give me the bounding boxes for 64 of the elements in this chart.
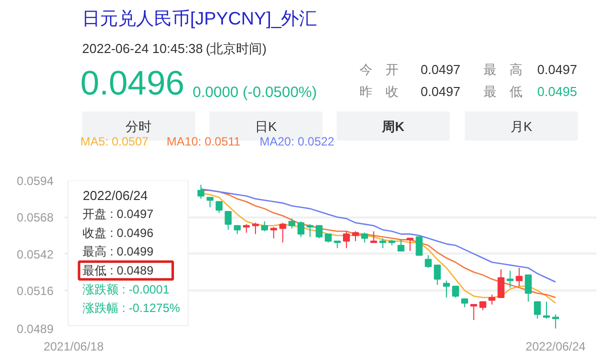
candlestick bbox=[252, 222, 259, 235]
text: 分时 bbox=[126, 119, 152, 134]
text: 今 开 bbox=[360, 62, 399, 77]
text: 日K bbox=[255, 119, 278, 134]
candlestick bbox=[306, 224, 314, 238]
candlestick bbox=[524, 274, 532, 302]
candlestick bbox=[288, 218, 296, 229]
candlestick bbox=[534, 301, 541, 320]
candlestick bbox=[552, 314, 560, 328]
candlestick bbox=[270, 226, 278, 239]
y-tick-label: 0.0568 bbox=[16, 210, 54, 225]
candlestick bbox=[379, 238, 386, 249]
candlestick bbox=[498, 268, 504, 298]
candlestick bbox=[470, 304, 478, 321]
annotation: 最低 : 0.0489 bbox=[82, 263, 154, 278]
candlestick bbox=[197, 184, 204, 200]
candlestick bbox=[342, 230, 350, 249]
y-tick-label: 0.0594 bbox=[16, 174, 54, 188]
candlestick bbox=[506, 270, 514, 288]
text: (北京时间) bbox=[206, 41, 267, 56]
y-tick-label: 0.0516 bbox=[16, 284, 54, 298]
text: 最 低 bbox=[483, 84, 522, 99]
candlestick bbox=[424, 254, 432, 268]
text: MA10: 0.0511 bbox=[166, 134, 241, 148]
text: 0.0000 (-0.0500%) bbox=[192, 84, 317, 101]
candlestick bbox=[398, 239, 404, 252]
annotation: 最高 : 0.0499 bbox=[82, 244, 154, 259]
candlestick bbox=[442, 280, 450, 298]
y-tick-label: 0.0542 bbox=[16, 247, 54, 262]
x-tick-label: 2021/06/18 bbox=[44, 340, 104, 354]
candlestick bbox=[216, 201, 223, 214]
annotation: 涨跌幅 : -0.1275% bbox=[82, 301, 180, 316]
candlestick bbox=[261, 220, 268, 232]
text: MA20: 0.0522 bbox=[260, 134, 335, 148]
annotation: 开盘 : 0.0497 bbox=[82, 207, 154, 222]
text: 0.0496 bbox=[80, 64, 184, 102]
annotation: 涨跌额 : -0.0001 bbox=[82, 282, 170, 296]
y-tick-label: 0.0489 bbox=[16, 322, 54, 336]
candlestick bbox=[488, 294, 496, 306]
candlestick bbox=[416, 236, 423, 256]
candlestick bbox=[452, 286, 459, 298]
candlestick bbox=[361, 232, 368, 244]
text: MA5: 0.0507 bbox=[80, 134, 149, 148]
annotation: 收盘 : 0.0496 bbox=[82, 226, 154, 240]
candlestick bbox=[434, 264, 441, 286]
candlestick bbox=[516, 267, 523, 287]
text: 0.0497 bbox=[537, 62, 578, 77]
candlestick bbox=[352, 230, 359, 242]
text: 周K bbox=[381, 119, 406, 134]
candlestick bbox=[279, 222, 286, 244]
annotation: 2022/06/24 bbox=[82, 188, 148, 203]
candlestick bbox=[297, 220, 304, 238]
candlestick bbox=[206, 196, 214, 208]
text: 月K bbox=[510, 119, 533, 134]
text: 最 高 bbox=[483, 62, 522, 77]
text: 昨 收 bbox=[360, 84, 399, 99]
text: 0.0497 bbox=[420, 84, 460, 99]
text: 0.0497 bbox=[420, 62, 460, 77]
candlestick bbox=[316, 225, 323, 239]
candlestick bbox=[370, 230, 378, 244]
text: 0.0495 bbox=[537, 84, 578, 99]
candlestick bbox=[224, 211, 232, 230]
chart-title: 日元兑人民币[JPYCNY]_外汇 bbox=[82, 8, 318, 28]
text: 2022-06-24 10:45:38 bbox=[82, 41, 203, 56]
